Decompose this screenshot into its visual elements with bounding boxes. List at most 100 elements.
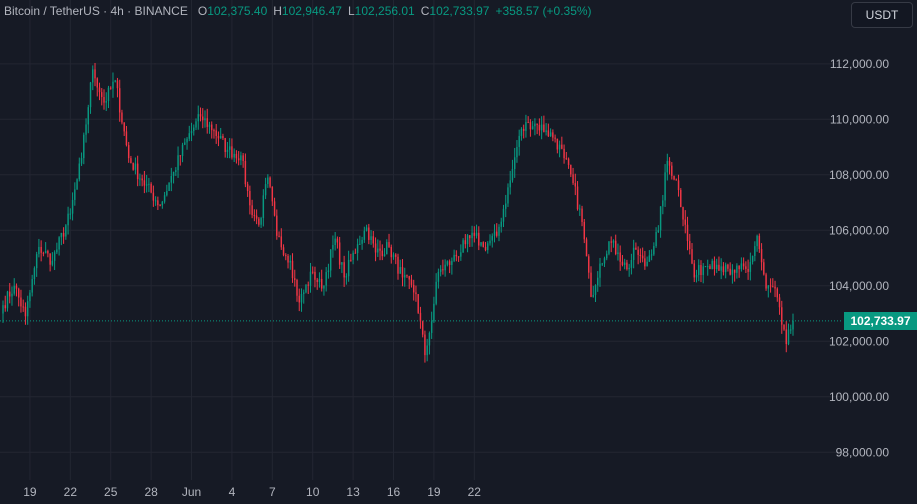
candle-body (671, 165, 673, 176)
candle-body (534, 123, 536, 127)
candle-body (105, 101, 107, 103)
candle-body (226, 149, 229, 152)
candle-body (352, 252, 354, 260)
candle-body (4, 305, 6, 309)
candle-body (267, 177, 269, 185)
candle-body (570, 164, 572, 175)
candle-body (702, 266, 704, 276)
candle-body (581, 208, 583, 222)
candle-body (172, 172, 175, 176)
currency-button[interactable]: USDT (851, 2, 913, 28)
candle-body (217, 135, 220, 139)
candle-body (379, 248, 381, 251)
candle-body (653, 246, 655, 255)
candle-body (554, 137, 556, 139)
candle-body (296, 279, 298, 296)
candle-body (471, 232, 473, 239)
candle-body (453, 254, 455, 261)
candle-body (556, 138, 559, 150)
close-value: 102,733.97 (429, 4, 490, 18)
candle-body (605, 253, 608, 259)
candle-body (639, 254, 642, 256)
candle-body (731, 269, 734, 275)
candle-body (590, 272, 592, 297)
candle-body (626, 262, 628, 270)
candle-body (112, 81, 114, 89)
candle-body (619, 252, 621, 262)
candle-body (179, 155, 182, 157)
candle-body (336, 238, 339, 243)
candle-body (359, 243, 361, 245)
candle-body (781, 307, 783, 325)
candle-body (473, 232, 476, 236)
ohlc-legend: Bitcoin / TetherUS · 4h · BINANCE O102,3… (4, 4, 592, 18)
candle-body (612, 240, 615, 243)
candle-body (294, 278, 296, 280)
change-value: +358.57 (+0.35%) (495, 4, 592, 18)
candle-body (332, 245, 334, 250)
candle-body (31, 279, 33, 293)
candle-body (435, 281, 437, 304)
candle-body (327, 270, 330, 273)
high-label: H (273, 4, 282, 18)
candle-body (67, 213, 69, 226)
candle-body (365, 227, 368, 231)
candle-body (311, 271, 314, 273)
x-tick-label: 22 (468, 485, 482, 499)
x-tick-label: Jun (182, 485, 201, 499)
candle-body (74, 189, 76, 200)
candle-body (415, 292, 417, 295)
candle-body (601, 263, 603, 265)
candle-body (614, 240, 617, 254)
candle-body (695, 274, 698, 278)
candle-body (370, 236, 372, 240)
candle-body (341, 262, 343, 265)
candle-body (482, 242, 485, 247)
candle-body (579, 208, 581, 210)
candle-body (150, 183, 152, 193)
candle-body (617, 252, 619, 254)
y-tick-label: 108,000.00 (829, 168, 889, 182)
candle-body (121, 112, 123, 123)
y-tick-label: 104,000.00 (829, 279, 889, 293)
x-axis: 19 22 25 28 Jun 4 7 10 13 16 19 22 (23, 485, 481, 499)
candle-body (433, 303, 435, 322)
candle-body (280, 236, 283, 248)
candle-body (428, 332, 431, 346)
candle-body (740, 263, 743, 270)
x-tick-label: 16 (387, 485, 401, 499)
candle-body (756, 235, 758, 247)
candle-body (53, 252, 56, 261)
candle-body (464, 240, 467, 245)
candles (2, 62, 794, 363)
x-tick-label: 19 (23, 485, 37, 499)
candle-body (395, 254, 397, 257)
candle-body (276, 215, 278, 236)
candle-body (610, 241, 612, 243)
candle-body (15, 285, 18, 289)
candle-body (538, 124, 541, 131)
candle-body (480, 242, 482, 246)
candle-body (439, 269, 442, 272)
candle-body (193, 127, 195, 132)
candle-body (76, 179, 78, 190)
candle-body (289, 260, 292, 263)
candle-body (316, 279, 318, 282)
symbol-title: Bitcoin / TetherUS · 4h · BINANCE (4, 4, 188, 18)
candle-body (145, 184, 148, 186)
candle-body (334, 238, 336, 246)
candle-body (769, 285, 772, 287)
candle-body (161, 201, 164, 206)
candle-body (197, 114, 199, 122)
candle-body (772, 286, 774, 288)
candle-body (693, 263, 695, 278)
candle-body (109, 87, 112, 89)
candle-body (787, 329, 790, 345)
candle-body (572, 174, 574, 184)
candle-body (404, 275, 406, 278)
x-tick-label: 22 (64, 485, 78, 499)
candle-body (17, 288, 20, 298)
candle-body (116, 80, 119, 89)
candle-body (139, 178, 141, 180)
